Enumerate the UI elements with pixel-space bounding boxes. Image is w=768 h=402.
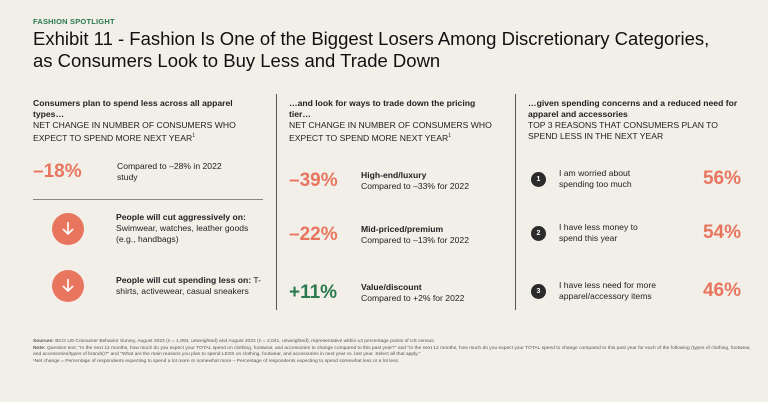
reason-row: 2 I have less money to spend this year 5… [531, 222, 741, 244]
reason-value: 46% [702, 280, 741, 301]
tier-row: –22% Mid-priced/premium Compared to –13% … [289, 224, 469, 246]
title-line-2: as Consumers Look to Buy Less and Trade … [33, 50, 441, 71]
tier-compare: Compared to –13% for 2022 [361, 235, 469, 245]
tier-row: –39% High-end/luxury Compared to –33% for… [289, 170, 469, 192]
cut-less-text: People will cut spending less on: T-shir… [116, 275, 262, 296]
panel-3-header: …given spending concerns and a reduced n… [528, 98, 738, 119]
title-line-1: Exhibit 11 - Fashion Is One of the Bigge… [33, 28, 710, 49]
tier-label: Mid-priced/premium [361, 224, 444, 234]
reason-row: 1 I am worried about spending too much 5… [531, 168, 741, 190]
divider-2 [515, 94, 516, 310]
tier-value: –22% [289, 224, 338, 245]
panel-2-subheader: NET CHANGE IN NUMBER OF CONSUMERS WHO EX… [289, 120, 492, 143]
tier-compare: Compared to –33% for 2022 [361, 181, 469, 191]
panel-2-header: …and look for ways to trade down the pri… [289, 98, 476, 119]
footer-notes: Sources: BCG US Consumer Behavior Survey… [33, 339, 753, 366]
kicker: FASHION SPOTLIGHT [33, 17, 115, 26]
cut-aggressively-text: People will cut aggressively on: Swimwea… [116, 212, 249, 244]
rank-badge: 1 [531, 171, 546, 187]
reason-text: I have less need for more apparel/access… [559, 280, 656, 301]
panel-pricing-tier: …and look for ways to trade down the pri… [289, 98, 499, 144]
reason-row: 3 I have less need for more apparel/acce… [531, 280, 741, 302]
panel-1-header: Consumers plan to spend less across all … [33, 98, 233, 119]
footnote-line: ¹Net change = Percentage of respondents … [33, 359, 400, 365]
net-change-value: –18% [33, 161, 82, 182]
note-line: Note: Question text: "In the next 12 mon… [33, 345, 751, 358]
footnote-mark: 1 [192, 133, 195, 139]
cut-less-item: People will cut spending less on: T-shir… [52, 270, 261, 302]
panel-1-subheader: NET CHANGE IN NUMBER OF CONSUMERS WHO EX… [33, 120, 236, 143]
rank-badge: 3 [531, 283, 546, 299]
panel-1-headline: –18% Compared to –28% in 2022 study [33, 161, 237, 183]
tier-label: Value/discount [361, 282, 422, 292]
exhibit-title: Exhibit 11 - Fashion Is One of the Bigge… [33, 28, 753, 72]
reason-text: I am worried about spending too much [559, 168, 632, 189]
cut-aggressively-item: People will cut aggressively on: Swimwea… [52, 212, 261, 245]
panel-3-subheader: TOP 3 REASONS THAT CONSUMERS PLAN TO SPE… [528, 120, 718, 141]
panel-apparel-types: Consumers plan to spend less across all … [33, 98, 263, 144]
panel-reasons: …given spending concerns and a reduced n… [528, 98, 738, 142]
rank-badge: 2 [531, 225, 546, 241]
panel-1-rule [33, 199, 263, 200]
footnote-mark: 1 [448, 133, 451, 139]
tier-compare: Compared to +2% for 2022 [361, 293, 465, 303]
arrow-down-icon [52, 270, 84, 302]
divider-1 [276, 94, 277, 310]
tier-value: +11% [289, 282, 338, 303]
arrow-down-icon [52, 212, 84, 245]
tier-value: –39% [289, 170, 338, 191]
reason-value: 56% [702, 168, 741, 189]
tier-label: High-end/luxury [361, 170, 427, 180]
tier-row: +11% Value/discount Compared to +2% for 2… [289, 282, 464, 304]
reason-value: 54% [702, 222, 741, 243]
sources-line: Sources: BCG US Consumer Behavior Survey… [33, 339, 435, 344]
net-change-compare: Compared to –28% in 2022 study [117, 161, 222, 182]
reason-text: I have less money to spend this year [559, 222, 638, 243]
